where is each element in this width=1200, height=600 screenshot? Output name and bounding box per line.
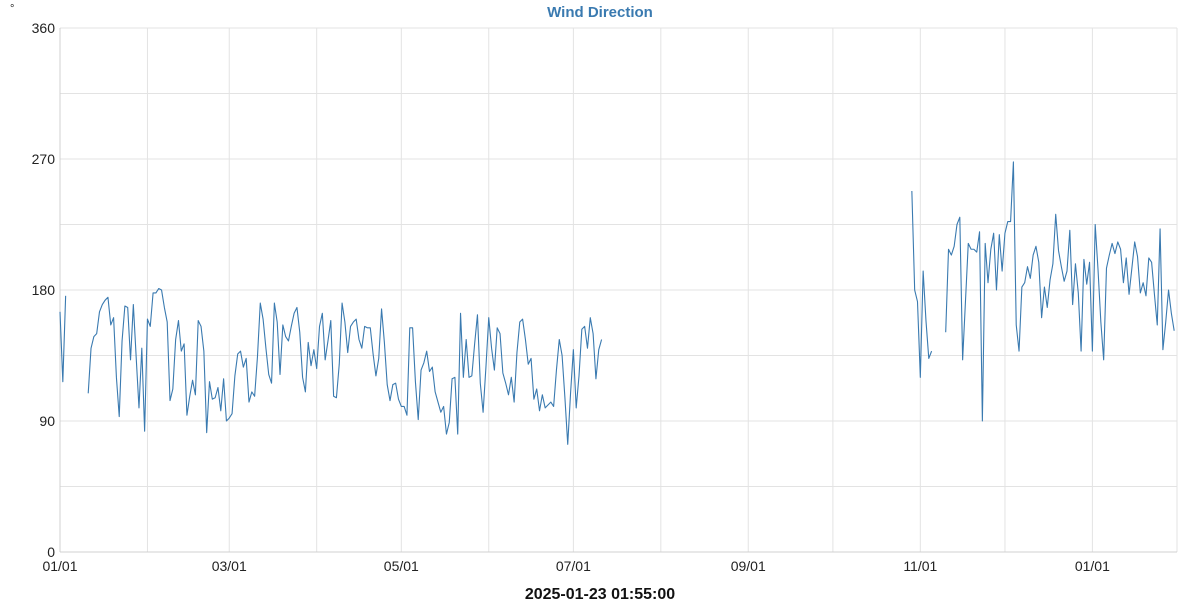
y-tick-label: 90 — [39, 413, 55, 429]
series-line-segment — [945, 161, 1175, 422]
x-tick-label: 11/01 — [903, 558, 937, 574]
x-tick-label: 05/01 — [384, 558, 419, 574]
y-tick-label: 0 — [47, 544, 55, 560]
x-tick-label: 03/01 — [212, 558, 247, 574]
x-tick-label: 07/01 — [556, 558, 591, 574]
series-line-segment — [87, 287, 603, 445]
x-tick-label: 01/01 — [1075, 558, 1110, 574]
y-tick-label: 270 — [32, 151, 56, 167]
grid — [59, 27, 1178, 553]
timestamp-footer: 2025-01-23 01:55:00 — [525, 586, 675, 600]
chart-title: Wind Direction — [547, 4, 653, 21]
x-tick-label: 09/01 — [731, 558, 766, 574]
x-axis-ticks: 01/01 03/01 05/01 07/01 09/01 11/01 01/01 — [42, 558, 1110, 574]
y-axis-unit-label: ° — [10, 3, 14, 15]
series-line-segment — [911, 191, 933, 378]
series-line-segment — [59, 295, 67, 383]
x-tick-label: 01/01 — [42, 558, 77, 574]
y-axis-ticks: 0 90 180 270 360 — [32, 20, 56, 560]
y-tick-label: 360 — [32, 20, 56, 36]
y-tick-label: 180 — [32, 282, 56, 298]
series-group — [59, 161, 1175, 445]
